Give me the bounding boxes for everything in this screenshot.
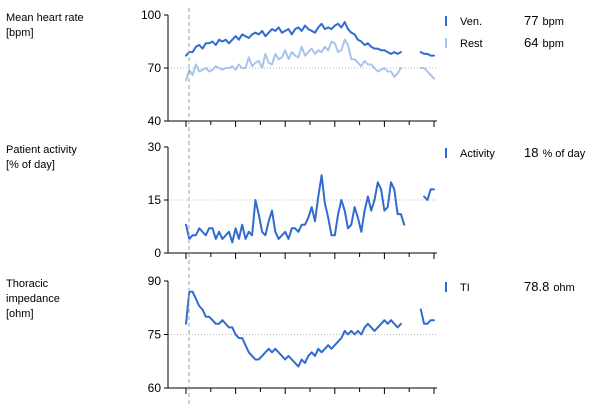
legend-label: Ven. [460,16,482,28]
series-line-ti [185,290,435,368]
legend-current-value: 78.8 ohm [524,279,575,294]
series-line-activity [185,174,435,244]
y-axis-label: Mean heart rate [6,12,84,24]
legend-current-value: 18 % of day [524,145,586,160]
current-value-unit: bpm [542,38,563,50]
y-tick-label: 70 [148,61,162,75]
y-axis-label: impedance [6,293,60,305]
current-value-unit: ohm [553,282,574,294]
legend-current-value: 64 bpm [524,35,564,50]
legend-current-value: 77 bpm [524,13,564,28]
series-line-ven- [185,21,435,57]
current-value: 18 [524,145,538,160]
current-value-unit: % of day [542,148,585,160]
trend-panel-1: Mean heart rate [bpm] 100 70 40 Ven. 77 bpm Rest… [6,8,564,128]
y-tick-label: 30 [148,140,162,154]
current-value: 78.8 [524,279,549,294]
trend-panel-2: Patient activity [% of day] 30 15 0 Activity 1… [6,140,586,260]
current-value: 64 [524,35,538,50]
y-tick-label: 40 [148,114,162,128]
y-tick-label: 100 [141,8,161,22]
legend-label: Activity [460,148,495,160]
legend-label: Rest [460,38,483,50]
current-value-unit: bpm [542,16,563,28]
y-axis-label: Thoracic [6,278,49,290]
y-axis-label: [bpm] [6,27,34,39]
y-tick-label: 0 [154,246,161,260]
y-axis-label: [ohm] [6,308,34,320]
current-value: 77 [524,13,538,28]
y-tick-label: 75 [148,328,162,342]
series-line-rest [185,38,435,82]
legend-label: TI [460,282,470,294]
trend-panels: Mean heart rate [bpm] 100 70 40 Ven. 77 bpm Rest… [6,8,586,395]
y-axis-label: [% of day] [6,159,55,171]
trend-panel-3: Thoracic impedance [ohm] 90 75 60 TI 78.8 ohm [6,274,575,395]
y-tick-label: 90 [148,274,162,288]
y-tick-label: 15 [148,193,162,207]
y-axis-label: Patient activity [6,144,77,156]
y-tick-label: 60 [148,381,162,395]
